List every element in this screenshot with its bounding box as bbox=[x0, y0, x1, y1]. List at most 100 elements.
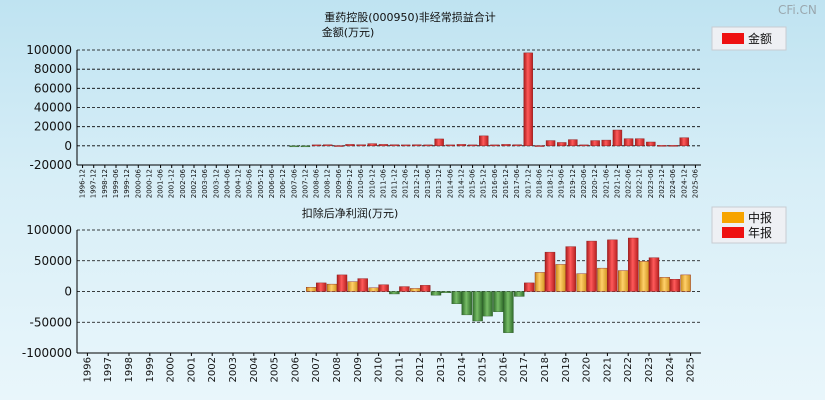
bar-金额-2018-06 bbox=[534, 145, 545, 147]
bar-年报-2018 bbox=[544, 251, 556, 292]
x-tick-label: 2022-06 bbox=[625, 168, 633, 198]
bar-金额-2015-06 bbox=[467, 144, 478, 147]
x-tick-label: 2014 bbox=[457, 357, 468, 382]
bar-金额-2020-12 bbox=[590, 140, 600, 147]
bar-金额-2019-06 bbox=[557, 142, 567, 147]
bar-年报-2010 bbox=[378, 284, 389, 292]
x-tick-label: 2020-12 bbox=[591, 169, 599, 198]
bar-金额-2022-12 bbox=[635, 138, 645, 147]
bar-金额-2023-12 bbox=[657, 145, 667, 147]
bar-中报-2019 bbox=[555, 264, 566, 292]
watermark: CFi.CN bbox=[778, 3, 817, 17]
bar-金额-2018-12 bbox=[545, 140, 556, 147]
x-tick-label: 2015-06 bbox=[469, 168, 477, 198]
x-tick-label: 2018-12 bbox=[547, 169, 555, 198]
bar-金额-2015-12 bbox=[479, 135, 489, 147]
x-tick-label: 2006-06 bbox=[268, 168, 276, 198]
x-tick-label: 2006-12 bbox=[279, 169, 287, 198]
bar-金额-2016-12 bbox=[501, 144, 511, 147]
bar-中报-2017 bbox=[514, 291, 525, 297]
x-tick-label: 2023-06 bbox=[647, 168, 655, 198]
x-tick-label: 2018 bbox=[540, 357, 551, 382]
chart1-title: 重药控股(000950)非经常损益合计 bbox=[324, 10, 496, 24]
bar-金额-2012-12 bbox=[412, 144, 422, 147]
x-tick-label: 2005 bbox=[270, 357, 281, 382]
bar-中报-2009 bbox=[347, 281, 358, 292]
x-tick-label: 2021-12 bbox=[613, 169, 621, 198]
bar-中报-2015 bbox=[472, 291, 483, 322]
x-tick-label: 1998 bbox=[124, 357, 135, 382]
x-tick-label: 2019-06 bbox=[558, 168, 566, 198]
x-tick-label: 2009 bbox=[353, 357, 364, 382]
chart1-grid bbox=[77, 49, 701, 147]
x-tick-label: 2011-12 bbox=[391, 169, 399, 198]
x-tick-label: 2025-06 bbox=[691, 168, 699, 198]
bar-金额-2021-12 bbox=[612, 129, 623, 147]
bar-金额-2014-12 bbox=[456, 144, 467, 147]
bar-中报-2011 bbox=[389, 291, 400, 295]
legend-label-nianbao: 年报 bbox=[748, 225, 772, 240]
y-tick-label: 20000 bbox=[34, 120, 72, 134]
x-tick-label: 2005-06 bbox=[246, 168, 254, 198]
bar-年报-2024 bbox=[669, 279, 680, 292]
bar-金额-2017-06 bbox=[512, 144, 522, 147]
x-tick-label: 2000-06 bbox=[134, 168, 142, 198]
x-tick-label: 1999-06 bbox=[112, 168, 120, 198]
x-tick-label: 2016-06 bbox=[491, 168, 499, 198]
x-tick-label: 2014-12 bbox=[457, 169, 465, 198]
bar-中报-2008 bbox=[326, 283, 338, 292]
x-tick-label: 2004-06 bbox=[223, 168, 231, 198]
chart2-y-axis: -100000 -50000 0 50000 100000 bbox=[22, 223, 701, 360]
x-tick-label: 2003-06 bbox=[201, 168, 209, 198]
bar-金额-2008-12 bbox=[323, 144, 333, 147]
bar-中报-2007 bbox=[306, 286, 317, 292]
bar-金额-2007-06 bbox=[289, 145, 299, 148]
x-tick-label: 2016 bbox=[498, 357, 509, 382]
chart1-bars bbox=[289, 52, 689, 148]
bar-中报-2016 bbox=[493, 291, 504, 312]
bar-金额-2020-06 bbox=[579, 144, 589, 147]
x-tick-label: 2006 bbox=[290, 357, 301, 382]
y-tick-label: 50000 bbox=[34, 254, 72, 268]
x-tick-label: 2017-06 bbox=[513, 168, 521, 198]
bar-年报-2008 bbox=[336, 274, 348, 292]
x-tick-label: 2010-06 bbox=[357, 168, 365, 198]
bar-中报-2023 bbox=[638, 261, 650, 292]
x-tick-label: 2025 bbox=[686, 357, 697, 382]
y-tick-label: 0 bbox=[64, 139, 72, 153]
x-tick-label: 2022 bbox=[623, 357, 634, 382]
bar-金额-2017-12 bbox=[523, 52, 533, 147]
x-tick-label: 1997 bbox=[103, 357, 114, 382]
x-tick-label: 1996-12 bbox=[79, 169, 87, 198]
x-tick-label: 2020 bbox=[582, 357, 593, 382]
x-tick-label: 2012-12 bbox=[413, 169, 421, 198]
x-tick-label: 2014-06 bbox=[446, 168, 454, 198]
bar-金额-2010-12 bbox=[367, 143, 377, 147]
bar-年报-2017 bbox=[524, 282, 535, 292]
y-tick-label: -20000 bbox=[29, 158, 72, 172]
bar-年报-2012 bbox=[420, 285, 431, 292]
x-tick-label: 2001-12 bbox=[168, 169, 176, 198]
bar-年报-2019 bbox=[565, 246, 576, 292]
x-tick-label: 2018-06 bbox=[535, 168, 543, 198]
bar-中报-2025 bbox=[680, 274, 691, 292]
bar-金额-2007-12 bbox=[300, 145, 311, 148]
x-tick-label: 2024-12 bbox=[680, 169, 688, 198]
bar-金额-2013-06 bbox=[423, 144, 433, 147]
bar-金额-2023-06 bbox=[646, 141, 656, 147]
x-tick-label: 2005-12 bbox=[257, 169, 265, 198]
x-tick-label: 2011 bbox=[394, 357, 405, 382]
x-tick-label: 2023 bbox=[644, 357, 655, 382]
chart1-subtitle: 金额(万元) bbox=[322, 25, 375, 39]
x-tick-label: 2003 bbox=[228, 357, 239, 382]
bar-年报-2016 bbox=[503, 291, 514, 333]
x-tick-label: 2007-06 bbox=[290, 168, 298, 198]
x-tick-label: 2013-06 bbox=[424, 168, 432, 198]
bar-金额-2010-06 bbox=[356, 144, 366, 147]
bar-金额-2014-06 bbox=[445, 144, 455, 147]
bar-年报-2009 bbox=[357, 278, 368, 292]
x-tick-label: 2000-12 bbox=[145, 169, 153, 198]
bar-金额-2009-06 bbox=[334, 145, 344, 147]
x-tick-label: 2019-12 bbox=[569, 169, 577, 198]
x-tick-label: 2016-12 bbox=[502, 169, 510, 198]
